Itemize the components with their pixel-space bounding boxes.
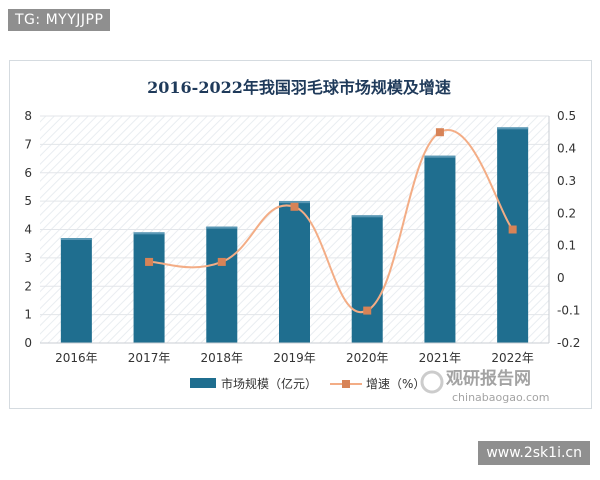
legend-bar-label: 市场规模（亿元）: [221, 376, 317, 391]
watermark: 观研报告网 chinabaogao.com: [420, 368, 550, 404]
bar: [351, 215, 383, 343]
bar: [497, 127, 529, 343]
legend-bar-swatch: [190, 378, 216, 388]
y-left-tick-label: 1: [24, 308, 32, 322]
x-tick-label: 2019年: [273, 351, 316, 365]
y-left-tick-label: 3: [24, 251, 32, 265]
legend-line-marker: [342, 380, 350, 388]
growth-marker: [290, 202, 299, 211]
watermark-url: chinabaogao.com: [452, 391, 550, 404]
growth-marker: [363, 306, 372, 315]
y-left-tick-label: 6: [24, 166, 32, 180]
y-left-tick-label: 0: [24, 336, 32, 350]
bar-highlight: [351, 215, 383, 218]
x-tick-label: 2018年: [201, 351, 244, 365]
bar: [60, 238, 92, 343]
y-left-tick-label: 7: [24, 137, 32, 151]
chart-title: 2016-2022年我国羽毛球市场规模及增速: [147, 78, 451, 97]
bar-highlight: [424, 155, 456, 158]
growth-marker: [217, 257, 226, 266]
growth-marker: [435, 128, 444, 137]
axes: 0 1 2 3 4 5 6 7 8 -0.2 -0.1 0 0.1 0.2 0.3 0.4 0.5 2016年 20…: [24, 109, 580, 365]
y-left-tick-label: 8: [24, 109, 32, 123]
x-tick-label: 2022年: [491, 351, 534, 365]
y-right-tick-label: 0: [557, 271, 565, 285]
line-series: [145, 128, 517, 315]
bar: [279, 201, 310, 343]
bar-highlight: [60, 238, 92, 241]
y-left-tick-label: 4: [24, 223, 32, 237]
top-tag: TG: MYYJJPP: [8, 9, 111, 31]
y-left-tick-label: 2: [24, 279, 32, 293]
legend-line-label: 增速（%）: [366, 377, 425, 391]
bar-series: [60, 127, 529, 343]
x-tick-label: 2017年: [128, 351, 171, 365]
bar-highlight: [206, 226, 238, 229]
legend: 市场规模（亿元） 增速（%）: [190, 376, 425, 391]
watermark-name: 观研报告网: [445, 368, 531, 389]
growth-marker: [145, 257, 154, 266]
y-right-tick-label: -0.1: [557, 304, 580, 318]
growth-marker: [508, 225, 517, 234]
bar-highlight: [133, 232, 165, 235]
bar: [424, 155, 456, 343]
y-right-tick-label: 0.2: [557, 206, 576, 220]
y-left-tick-label: 5: [24, 194, 32, 208]
bar: [206, 226, 238, 343]
y-right-tick-label: 0.3: [557, 174, 576, 188]
bottom-tag: www.2sk1i.cn: [478, 441, 590, 465]
y-right-tick-label: -0.2: [557, 336, 580, 350]
x-tick-label: 2021年: [419, 351, 462, 365]
y-right-tick-label: 0.1: [557, 239, 576, 253]
y-right-tick-label: 0.4: [557, 141, 576, 155]
watermark-logo-icon: [420, 370, 444, 394]
bar-highlight: [497, 127, 529, 130]
x-tick-label: 2016年: [55, 351, 98, 365]
bar-highlight: [279, 201, 310, 204]
x-tick-label: 2020年: [346, 351, 389, 365]
bar: [133, 232, 165, 343]
y-right-tick-label: 0.5: [557, 109, 576, 123]
